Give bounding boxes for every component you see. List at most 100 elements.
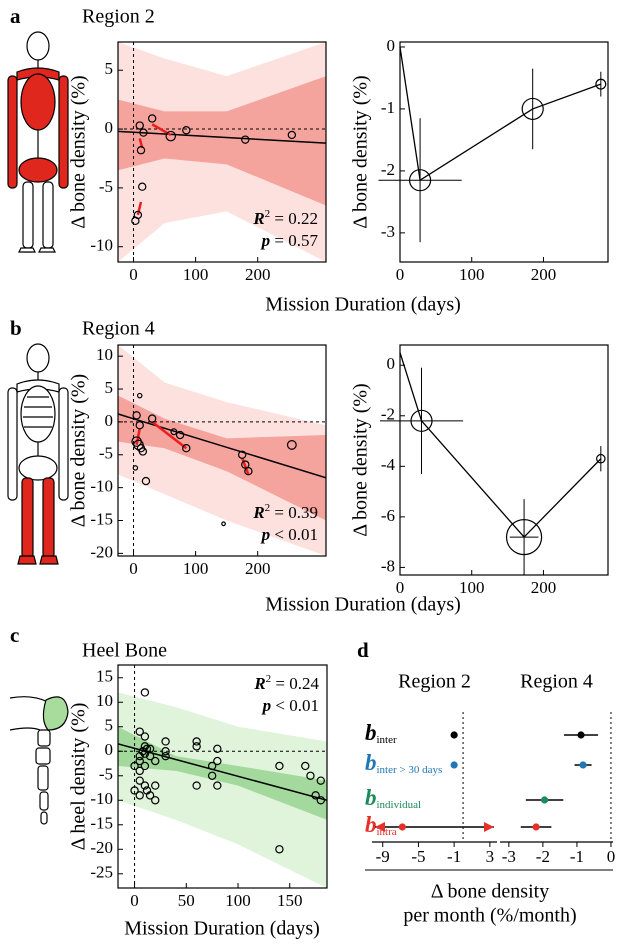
stat-label: p = 0.57 bbox=[260, 231, 319, 250]
panel-letter: b bbox=[10, 316, 22, 340]
skeleton-region-4 bbox=[7, 343, 69, 565]
axes-frame bbox=[399, 344, 609, 576]
x-tick-label: 100 bbox=[459, 578, 485, 597]
data-point bbox=[138, 447, 148, 456]
stat-label: R2 = 0.39 bbox=[252, 502, 318, 522]
y-tick-label: 0 bbox=[105, 740, 114, 759]
data-point bbox=[275, 845, 284, 854]
fit-line bbox=[118, 130, 326, 144]
data-point bbox=[147, 414, 157, 423]
row-symbol: b bbox=[365, 785, 377, 810]
y-tick-label: 0 bbox=[387, 36, 396, 55]
arrow-head bbox=[484, 822, 494, 832]
x-axis-label: per month (%/month) bbox=[403, 905, 576, 927]
data-point bbox=[595, 78, 607, 90]
data-point bbox=[132, 411, 141, 420]
stat-text: = 0.24 bbox=[271, 674, 319, 693]
estimate-point bbox=[450, 761, 458, 769]
x-tick-label: 0 bbox=[396, 578, 405, 597]
data-point bbox=[244, 467, 253, 476]
data-point bbox=[301, 761, 310, 771]
stat-label: p < 0.01 bbox=[260, 525, 318, 544]
data-point bbox=[165, 130, 177, 142]
row-label: binter > 30 days bbox=[365, 750, 442, 775]
estimate-point bbox=[579, 761, 587, 769]
mean-line bbox=[399, 46, 602, 182]
stat-text: = 0.22 bbox=[270, 209, 318, 228]
x-axis-label: Mission Duration (days) bbox=[124, 918, 320, 940]
y-tick-label: 0 bbox=[105, 411, 114, 430]
x-tick-label: -5 bbox=[411, 847, 425, 866]
panel-title: Region 2 bbox=[82, 6, 155, 28]
estimate-point bbox=[540, 796, 549, 804]
axes-frame bbox=[117, 664, 328, 889]
data-point bbox=[161, 747, 170, 756]
confidence-band bbox=[118, 395, 326, 521]
stat-text: < 0.01 bbox=[270, 525, 318, 544]
data-point bbox=[130, 786, 139, 795]
y-tick-label: -2 bbox=[381, 405, 395, 424]
data-point bbox=[182, 126, 191, 135]
data-point bbox=[140, 688, 150, 697]
y-tick-label: 10 bbox=[96, 345, 113, 364]
data-point bbox=[151, 756, 160, 766]
x-tick-label: 0 bbox=[130, 891, 139, 910]
y-tick-label: -5 bbox=[99, 444, 113, 463]
stat-label: R2 = 0.24 bbox=[253, 673, 319, 693]
data-point bbox=[141, 476, 151, 486]
data-point bbox=[182, 443, 191, 453]
x-tick-label: -1 bbox=[447, 847, 461, 866]
axes-frame bbox=[117, 41, 327, 263]
data-point bbox=[207, 761, 217, 771]
y-axis-label: Δ bone density (%) bbox=[68, 374, 90, 527]
data-point bbox=[596, 453, 606, 464]
stat-symbol: R bbox=[252, 209, 264, 228]
fit-line bbox=[118, 413, 326, 479]
panel-title: Heel Bone bbox=[82, 640, 167, 662]
data-point bbox=[192, 742, 201, 751]
data-point bbox=[241, 135, 250, 144]
x-tick-label: 100 bbox=[459, 265, 485, 284]
x-tick-label: -9 bbox=[376, 847, 390, 866]
panel-letter: d bbox=[357, 638, 369, 662]
x-tick-label: 0 bbox=[607, 847, 616, 866]
plot-area bbox=[118, 42, 326, 262]
data-point bbox=[311, 791, 320, 800]
data-point bbox=[136, 392, 143, 399]
intra-segment bbox=[151, 123, 172, 137]
estimate-point bbox=[532, 823, 540, 831]
confidence-band bbox=[118, 726, 327, 820]
x-tick-label: 200 bbox=[245, 559, 271, 578]
y-tick-label: -20 bbox=[90, 838, 113, 857]
x-axis-label: Mission Duration (days) bbox=[265, 594, 461, 616]
x-axis-label: Mission Duration (days) bbox=[265, 294, 461, 316]
data-point bbox=[145, 751, 155, 761]
data-point bbox=[275, 761, 284, 771]
stat-symbol: R bbox=[252, 503, 264, 522]
data-point bbox=[151, 781, 160, 790]
data-point bbox=[139, 128, 148, 137]
row-subscript: individual bbox=[377, 799, 422, 811]
y-axis-label: Δ heel density (%) bbox=[68, 703, 90, 851]
x-tick-label: 200 bbox=[531, 265, 557, 284]
row-subscript: inter bbox=[377, 734, 397, 746]
row-symbol: b bbox=[365, 750, 377, 775]
data-point bbox=[505, 518, 543, 556]
x-axis-label: Δ bone density bbox=[431, 881, 549, 903]
data-point bbox=[135, 756, 144, 766]
y-tick-label: -15 bbox=[90, 814, 113, 833]
mean-line bbox=[399, 352, 602, 539]
data-point bbox=[207, 771, 217, 780]
y-tick-label: 5 bbox=[105, 716, 114, 735]
data-point bbox=[135, 776, 144, 785]
y-tick-label: -5 bbox=[99, 177, 113, 196]
data-point bbox=[140, 732, 150, 741]
stat-symbol: p bbox=[260, 231, 271, 250]
y-axis-label: Δ bone density (%) bbox=[350, 75, 372, 228]
data-point bbox=[151, 796, 160, 805]
intra-segment bbox=[241, 457, 250, 475]
x-tick-label: 50 bbox=[178, 891, 195, 910]
y-tick-label: 5 bbox=[105, 378, 114, 397]
y-tick-label: -5 bbox=[99, 765, 113, 784]
skeleton-region-2 bbox=[7, 31, 69, 253]
